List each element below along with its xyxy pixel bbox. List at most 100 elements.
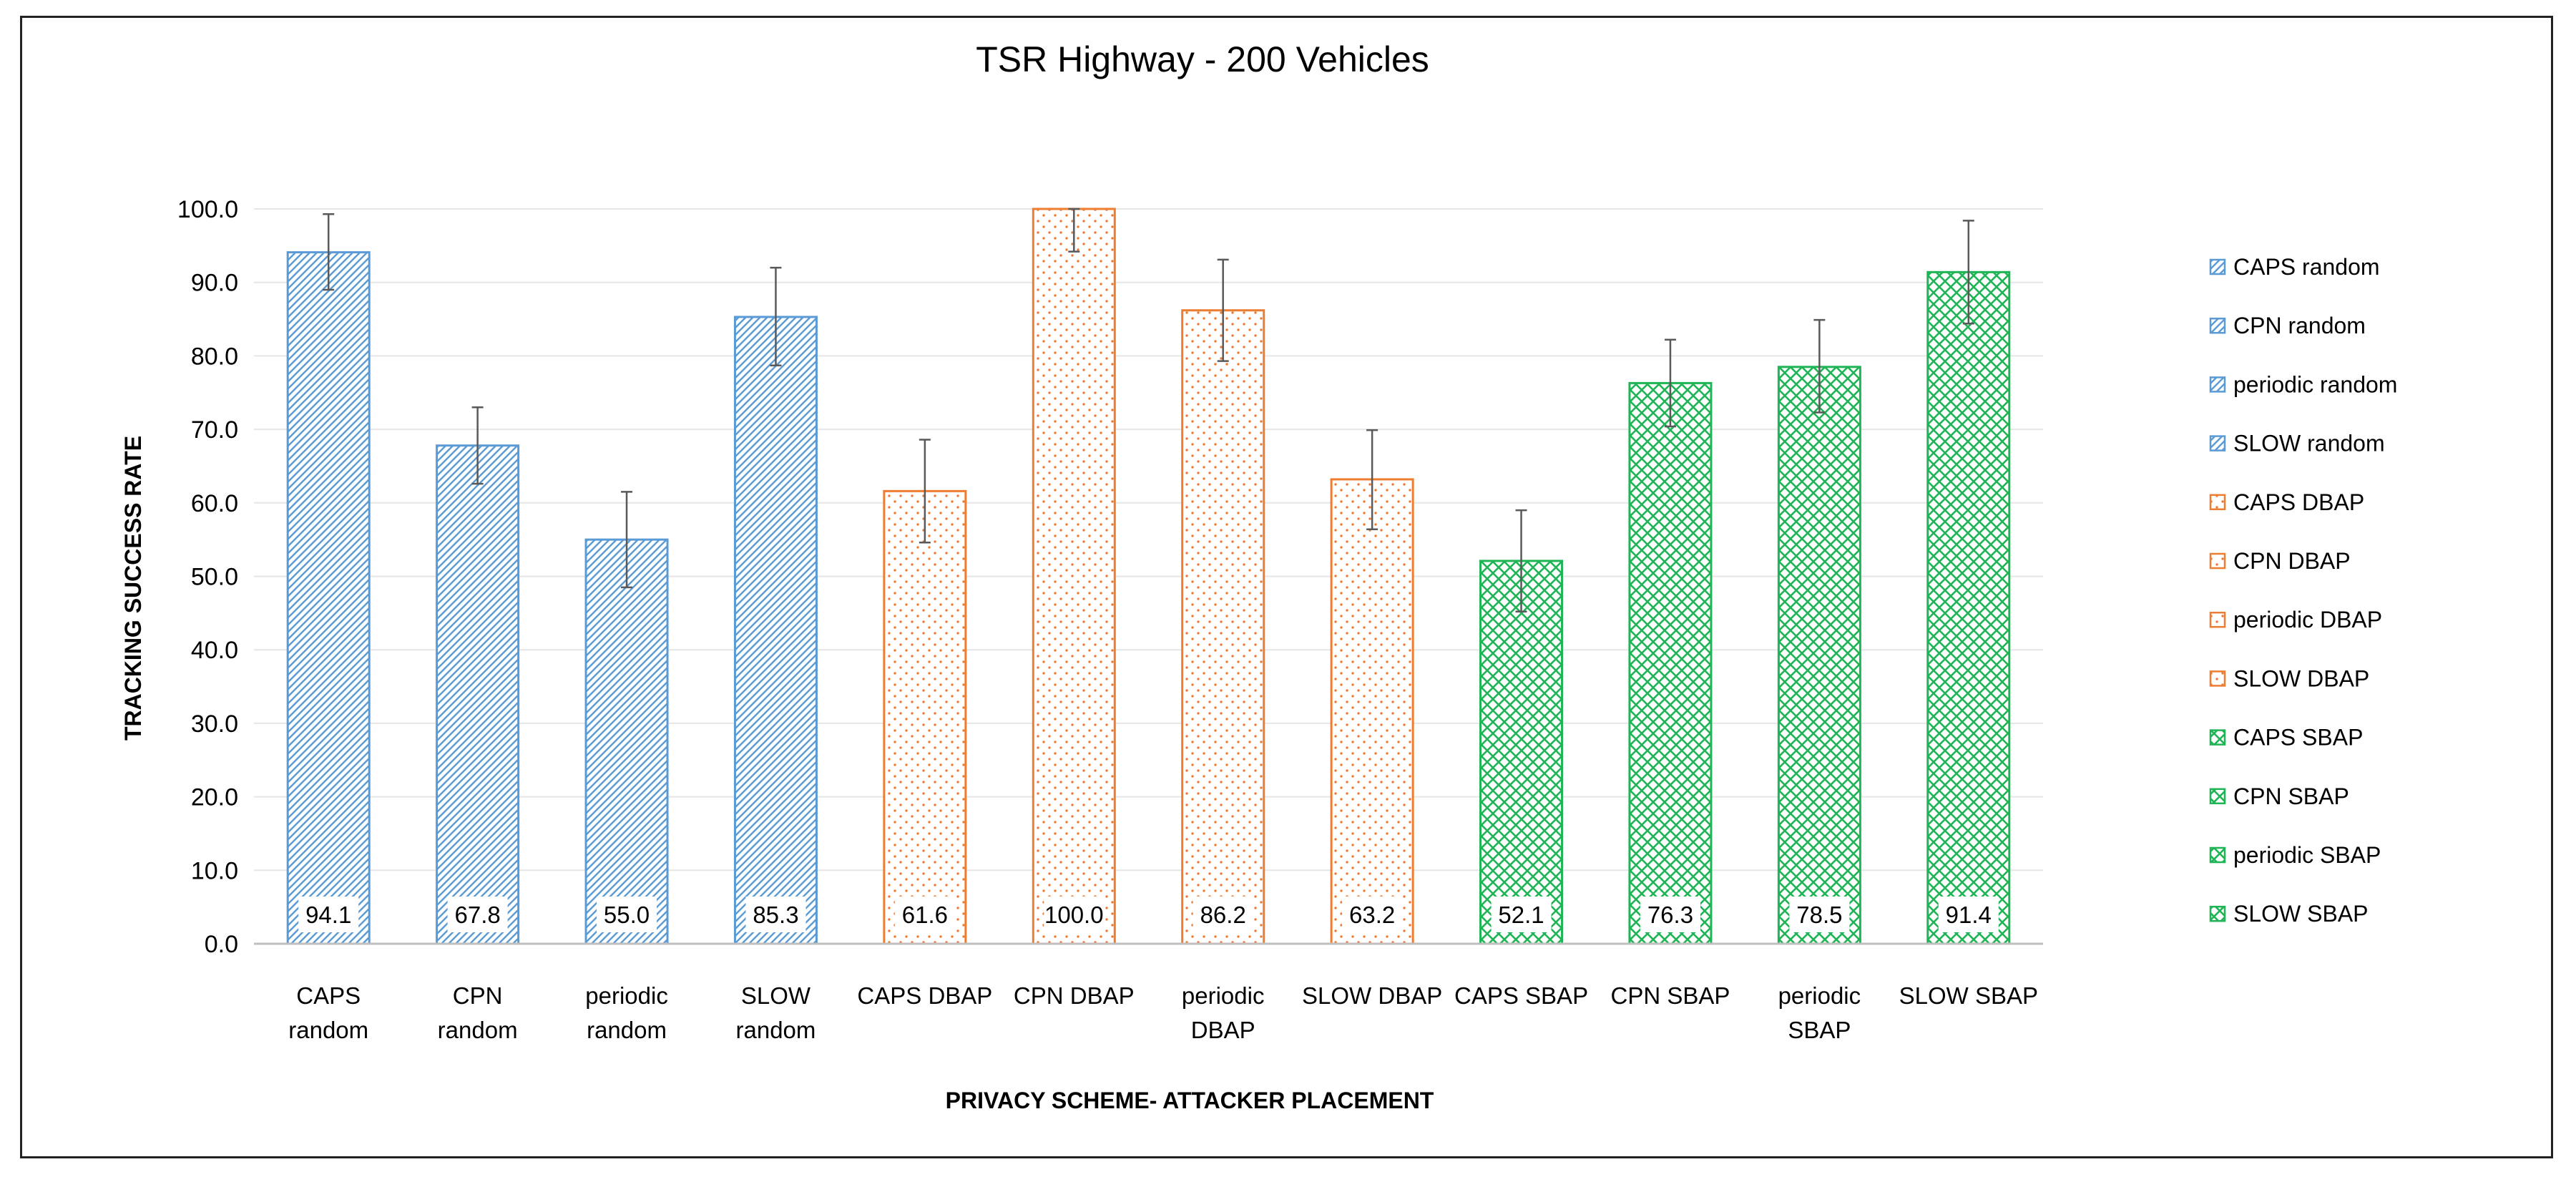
y-tick-label: 10.0 xyxy=(191,857,238,884)
legend-swatch xyxy=(2209,317,2226,334)
y-tick-label: 50.0 xyxy=(191,564,238,591)
legend-swatch xyxy=(2209,435,2226,451)
x-tick-label: random xyxy=(288,1017,368,1043)
x-tick-label: random xyxy=(438,1017,518,1043)
y-tick-label: 80.0 xyxy=(191,343,238,370)
bar-cpn-sbap xyxy=(1628,381,1713,945)
x-tick-label: periodic xyxy=(1778,982,1861,1009)
x-tick-label: DBAP xyxy=(1191,1017,1255,1043)
y-axis-title: TRACKING SUCCESS RATE xyxy=(120,436,146,741)
bar-caps-random xyxy=(286,251,371,945)
legend-label: periodic DBAP xyxy=(2233,607,2382,633)
data-label-box xyxy=(1342,897,1403,932)
x-tick-label: CPN xyxy=(453,982,503,1009)
x-tick-label: SLOW SBAP xyxy=(1899,982,2038,1009)
y-tick-label: 90.0 xyxy=(191,270,238,297)
legend-swatch xyxy=(2209,611,2226,628)
data-label-box xyxy=(745,897,806,932)
y-tick-label: 20.0 xyxy=(191,784,238,811)
data-label-box xyxy=(1491,897,1552,932)
gridlines xyxy=(254,208,2043,871)
data-label: 52.1 xyxy=(1498,902,1544,928)
data-labels: 94.1 67.8 55.0 85.3 61.6 100.0 86.2 63.2 52.1 76.… xyxy=(298,897,1999,932)
chart-title: TSR Highway - 200 Vehicles xyxy=(976,39,1429,79)
bar-periodic-dbap xyxy=(1181,309,1265,945)
data-label-box xyxy=(1640,897,1700,932)
x-tick-label: random xyxy=(587,1017,667,1043)
data-label: 61.6 xyxy=(902,902,948,928)
bar-cpn-dbap xyxy=(1032,207,1116,945)
legend-label: periodic SBAP xyxy=(2233,842,2381,868)
bar-caps-sbap xyxy=(1479,560,1564,945)
legend-swatch xyxy=(2209,376,2226,393)
x-tick-label: SLOW DBAP xyxy=(1302,982,1442,1009)
legend-label: periodic random xyxy=(2233,371,2397,397)
error-bars xyxy=(323,207,1974,613)
legend-swatch xyxy=(2209,552,2226,570)
y-tick-label: 60.0 xyxy=(191,490,238,517)
data-label-box xyxy=(298,897,359,932)
bar-caps-dbap xyxy=(883,489,967,945)
y-axis-ticks: 0.0 10.0 20.0 30.0 40.0 50.0 60.0 70.0 80.0 90.0 1… xyxy=(177,196,238,958)
legend-label: CAPS SBAP xyxy=(2233,725,2363,751)
y-tick-label: 70.0 xyxy=(191,416,238,444)
data-label: 67.8 xyxy=(455,902,501,928)
x-tick-label: CPN SBAP xyxy=(1611,982,1730,1009)
y-tick-label: 100.0 xyxy=(177,196,238,223)
x-tick-label: CPN DBAP xyxy=(1014,982,1135,1009)
y-tick-label: 0.0 xyxy=(205,931,238,958)
legend-swatch xyxy=(2209,788,2226,805)
bar-periodic-random xyxy=(584,538,669,945)
x-tick-label: random xyxy=(736,1017,816,1043)
legend-swatch xyxy=(2209,905,2226,922)
data-label-box xyxy=(597,897,657,932)
legend-swatch xyxy=(2209,729,2226,746)
bar-slow-sbap xyxy=(1926,270,2011,945)
legend-swatch xyxy=(2209,494,2226,511)
legend-label: CPN DBAP xyxy=(2233,548,2351,574)
data-label: 63.2 xyxy=(1349,902,1395,928)
data-label-box xyxy=(1789,897,1850,932)
legend-label: SLOW SBAP xyxy=(2233,901,2369,927)
legend-label: CAPS random xyxy=(2233,254,2380,280)
data-label: 55.0 xyxy=(604,902,650,928)
y-tick-label: 30.0 xyxy=(191,710,238,738)
bar-slow-dbap xyxy=(1330,478,1414,945)
chart-frame: TSR Highway - 200 Vehicles TRACKING SUCC… xyxy=(20,16,2553,1158)
legend: CAPS random CPN random periodic random SLOW… xyxy=(2209,254,2397,927)
legend-label: SLOW DBAP xyxy=(2233,665,2369,691)
legend-swatch xyxy=(2209,670,2226,687)
data-label-box xyxy=(1044,897,1105,932)
legend-label: SLOW random xyxy=(2233,431,2385,456)
x-axis-categories: CAPS random CPN random periodic random SLOW ran… xyxy=(288,982,2038,1043)
x-tick-label: CAPS SBAP xyxy=(1454,982,1588,1009)
x-axis-title: PRIVACY SCHEME- ATTACKER PLACEMENT xyxy=(946,1088,1434,1113)
legend-swatch xyxy=(2209,258,2226,275)
data-label: 86.2 xyxy=(1200,902,1246,928)
chart: TSR Highway - 200 Vehicles TRACKING SUCC… xyxy=(120,39,2397,1113)
data-label-box xyxy=(447,897,508,932)
x-tick-label: periodic xyxy=(585,982,668,1009)
data-label: 94.1 xyxy=(305,902,351,928)
data-label: 76.3 xyxy=(1647,902,1693,928)
data-label-box xyxy=(1192,897,1253,932)
data-label: 78.5 xyxy=(1796,902,1842,928)
x-tick-label: CAPS DBAP xyxy=(857,982,992,1009)
y-tick-label: 40.0 xyxy=(191,637,238,664)
data-label: 91.4 xyxy=(1946,902,1992,928)
x-tick-label: periodic xyxy=(1182,982,1265,1009)
legend-swatch xyxy=(2209,846,2226,864)
x-tick-label: SBAP xyxy=(1788,1017,1851,1043)
x-tick-label: CAPS xyxy=(296,982,361,1009)
data-label-box xyxy=(894,897,955,932)
bar-periodic-sbap xyxy=(1777,366,1861,945)
legend-label: CAPS DBAP xyxy=(2233,489,2364,515)
legend-label: CPN random xyxy=(2233,313,2366,338)
bar-cpn-random xyxy=(436,444,520,945)
data-label: 85.3 xyxy=(753,902,798,928)
legend-label: CPN SBAP xyxy=(2233,783,2349,809)
bar-slow-random xyxy=(733,316,818,945)
data-label-box xyxy=(1938,897,1999,932)
data-label: 100.0 xyxy=(1044,902,1104,928)
x-tick-label: SLOW xyxy=(741,982,811,1009)
